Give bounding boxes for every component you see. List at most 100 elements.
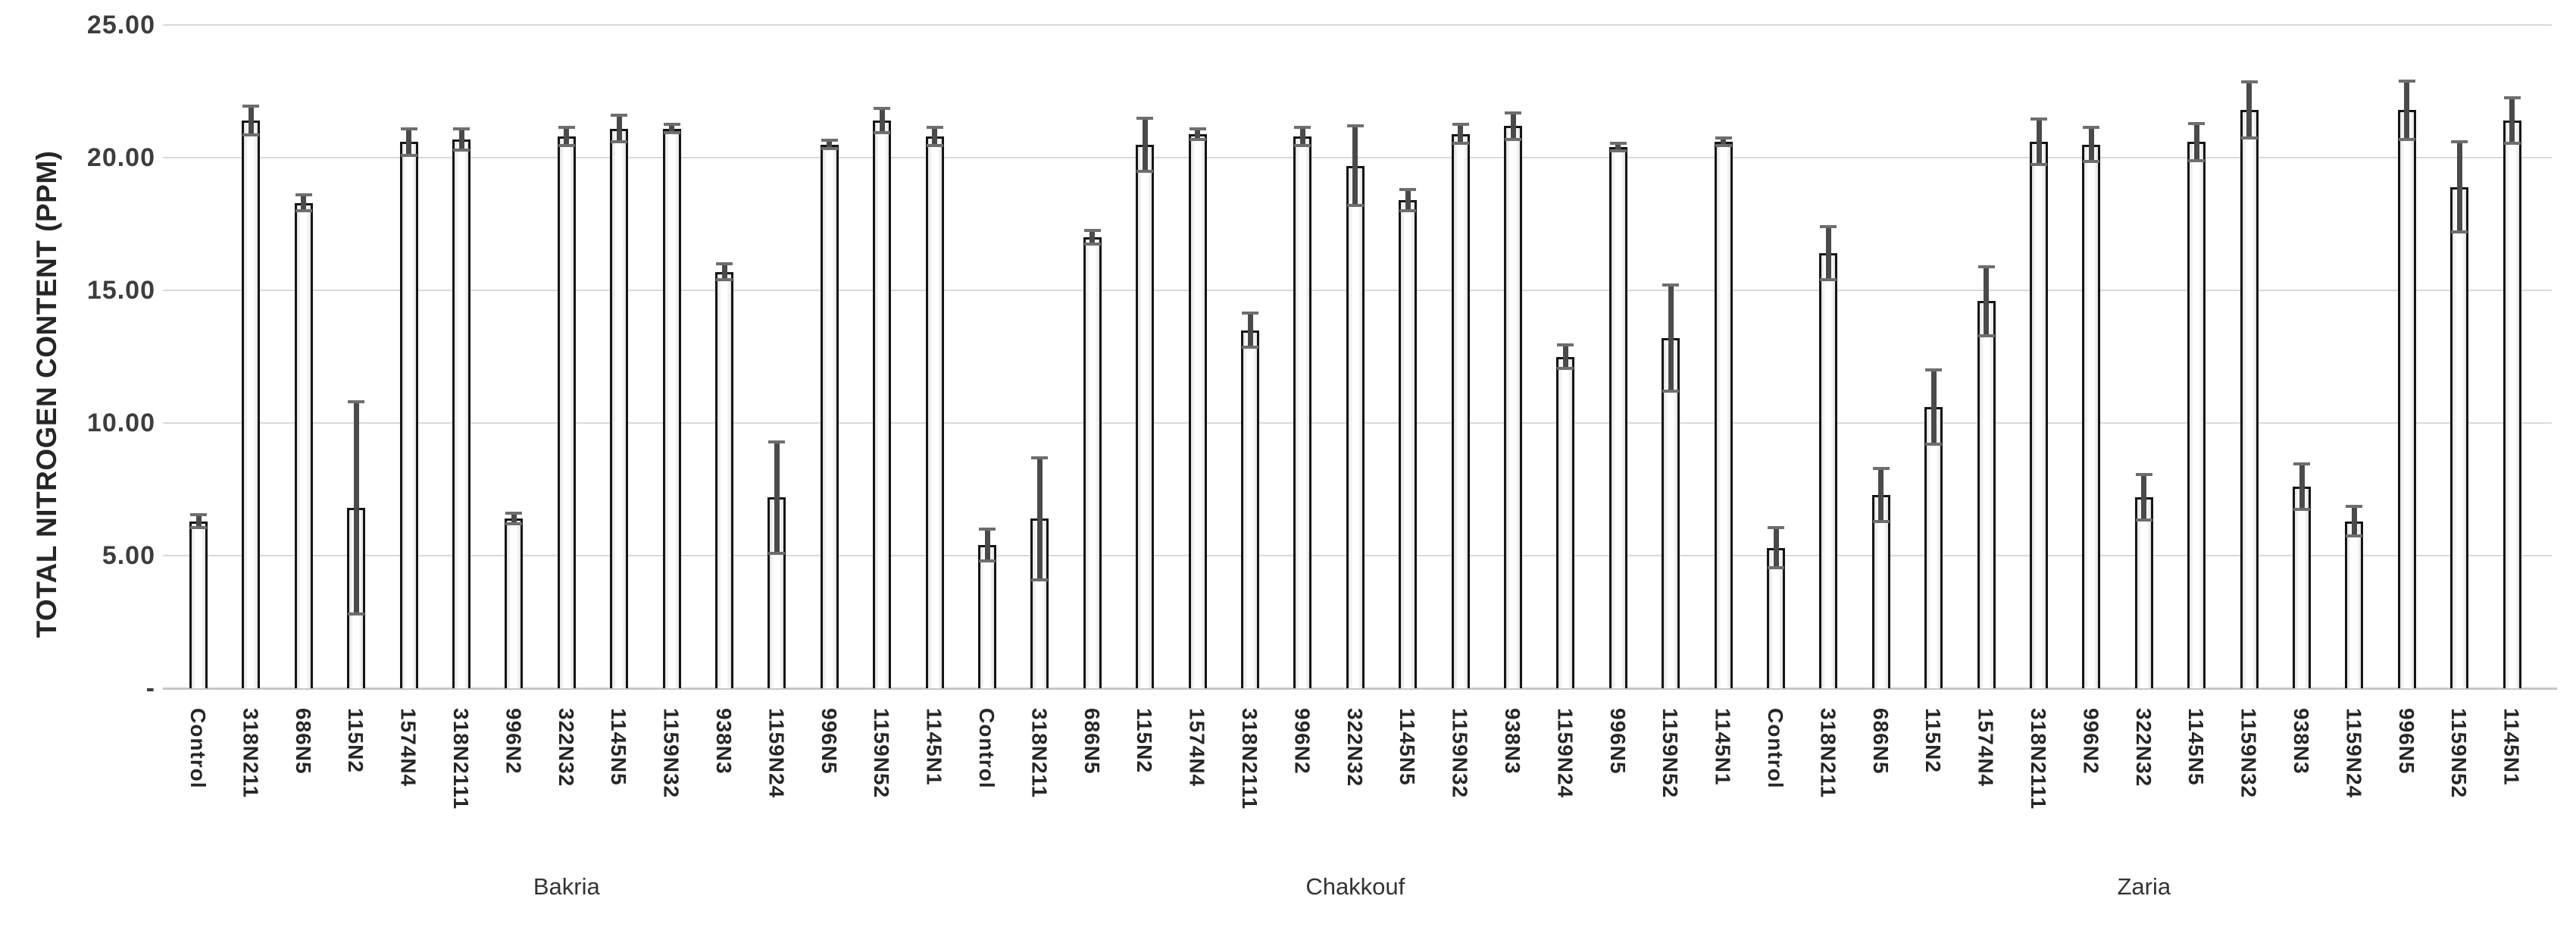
error-bar-cap-top — [768, 440, 786, 443]
error-bar-line — [2456, 142, 2462, 232]
category-label: 318N211 — [1816, 708, 1840, 799]
error-bar-cap-bottom — [242, 133, 260, 137]
category-label: 1159N52 — [2447, 708, 2471, 799]
category-label: 1159N24 — [764, 708, 789, 799]
category-label: 115N2 — [344, 708, 368, 773]
error-bar-cap-top — [242, 104, 260, 108]
error-bar-cap-top — [611, 114, 628, 117]
error-bar-cap-top — [2240, 80, 2258, 84]
bar — [452, 139, 470, 688]
bar — [2293, 487, 2311, 688]
bar — [189, 521, 208, 688]
error-bar-cap-bottom — [1662, 390, 1680, 393]
error-bar-cap-bottom — [1294, 144, 1311, 148]
error-bar-cap-top — [1399, 188, 1417, 191]
bar — [1504, 126, 1522, 688]
category-label: 1574N4 — [396, 708, 420, 788]
category-label: 996N2 — [2079, 708, 2103, 775]
error-bar-cap-bottom — [2293, 507, 2310, 511]
error-bar-cap-top — [2346, 505, 2363, 509]
error-bar-cap-bottom — [821, 146, 838, 150]
error-bar-cap-top — [874, 107, 891, 111]
y-tick-label: 10.00 — [86, 409, 155, 437]
bar — [925, 136, 944, 688]
bar — [873, 121, 892, 688]
bar — [662, 128, 681, 688]
category-label: 938N3 — [1501, 708, 1524, 775]
category-label: Control — [975, 708, 999, 789]
error-bar-cap-top — [1557, 343, 1574, 346]
error-bar-cap-top — [2135, 473, 2152, 477]
error-bar-line — [1878, 468, 1884, 522]
bar — [2030, 142, 2048, 688]
error-bar-cap-bottom — [1346, 204, 1364, 207]
bar — [1136, 144, 1155, 688]
error-bar-line — [2193, 123, 2199, 161]
category-label: 1145N5 — [2184, 708, 2209, 786]
error-bar-line — [511, 513, 517, 524]
y-tick-label: 5.00 — [102, 541, 155, 570]
error-bar-cap-bottom — [1925, 443, 1943, 446]
error-bar-cap-top — [979, 528, 996, 531]
category-label: 1145N5 — [1396, 708, 1420, 786]
error-bar-line — [669, 124, 675, 133]
bar — [1556, 356, 1575, 688]
category-label: 318N211 — [1027, 708, 1052, 799]
error-bar-cap-top — [2083, 125, 2100, 129]
error-bar-cap-bottom — [1242, 346, 1258, 349]
error-bar-line — [2404, 80, 2410, 139]
error-bar-line — [1668, 285, 1674, 391]
category-label: 322N32 — [554, 708, 578, 788]
error-bar-line — [879, 108, 885, 133]
error-bar-cap-top — [1505, 111, 1521, 114]
bar — [2345, 521, 2364, 688]
error-bar-line — [2299, 464, 2305, 509]
error-bar-cap-top — [1977, 265, 1995, 268]
y-zero-label: - — [145, 674, 155, 703]
y-tick-label: 25.00 — [86, 11, 155, 39]
error-bar-line — [827, 140, 833, 149]
error-bar-line — [774, 441, 780, 553]
category-label: 318N2111 — [2027, 708, 2050, 810]
error-bar-line — [458, 128, 464, 150]
category-label: 996N5 — [2394, 708, 2418, 775]
error-bar-line — [1247, 312, 1253, 348]
category-label: 318N2111 — [1238, 708, 1261, 810]
error-bar-line — [1405, 190, 1411, 211]
error-bar-cap-top — [1189, 127, 1206, 130]
gridline-25 — [163, 24, 2552, 26]
y-axis-title: TOTAL NITROGEN CONTENT (PPM) — [31, 150, 62, 638]
category-label: Control — [1764, 708, 1787, 789]
error-bar-cap-bottom — [1715, 144, 1732, 148]
error-bar-cap-top — [505, 512, 523, 515]
error-bar-line — [564, 127, 570, 146]
bar — [715, 271, 733, 688]
category-label: 686N5 — [1080, 708, 1104, 775]
category-label: 996N5 — [1605, 708, 1630, 775]
error-bar-cap-top — [2188, 121, 2206, 125]
error-bar-cap-top — [1136, 116, 1154, 120]
category-label: Control — [186, 708, 210, 789]
bar — [505, 518, 524, 688]
error-bar-cap-bottom — [768, 551, 786, 555]
error-bar-cap-top — [1609, 141, 1627, 145]
bar — [2082, 144, 2101, 688]
error-bar-cap-bottom — [1977, 334, 1995, 337]
bar — [2134, 497, 2153, 688]
error-bar-line — [353, 402, 359, 614]
error-bar-line — [2088, 127, 2094, 162]
group-label-zaria: Zaria — [2117, 873, 2171, 900]
error-bar-cap-bottom — [295, 209, 312, 212]
error-bar-line — [2141, 475, 2147, 520]
error-bar-cap-bottom — [505, 522, 523, 525]
error-bar-line — [932, 127, 938, 146]
error-bar-cap-bottom — [453, 148, 470, 152]
error-bar-cap-top — [663, 123, 680, 127]
error-bar-cap-top — [1083, 229, 1101, 233]
category-label: 1159N32 — [2237, 708, 2261, 799]
error-bar-cap-bottom — [716, 278, 733, 281]
error-bar-line — [2036, 119, 2042, 164]
error-bar-line — [195, 514, 202, 528]
category-label: 1159N32 — [1448, 708, 1472, 799]
error-bar-cap-bottom — [2030, 162, 2047, 166]
